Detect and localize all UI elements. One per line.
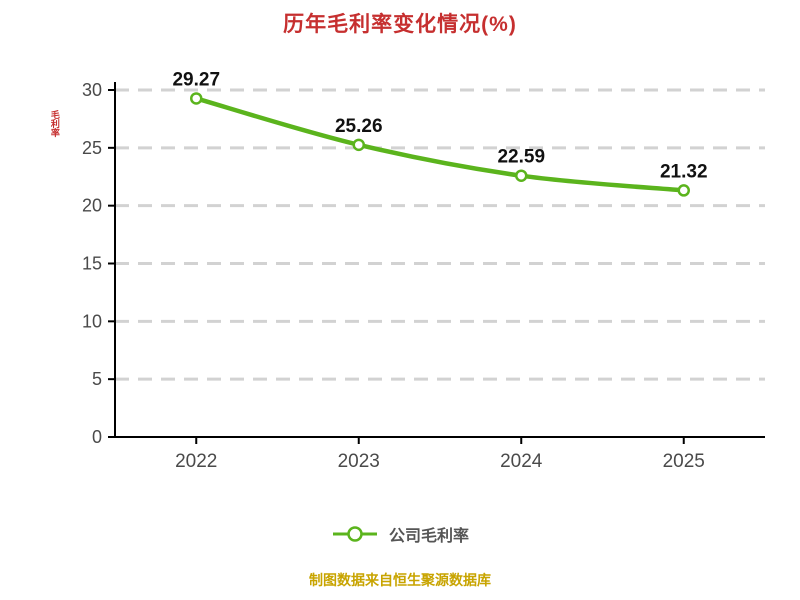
data-label: 25.26: [335, 116, 383, 137]
data-point: [677, 184, 690, 197]
data-source-note: 制图数据来自恒生聚源数据库: [309, 572, 491, 588]
data-label: 29.27: [172, 69, 220, 90]
data-label: 21.32: [660, 161, 708, 182]
y-tick-label: 5: [92, 369, 102, 389]
legend: 公司毛利率: [0, 522, 800, 546]
data-point: [515, 169, 528, 182]
y-tick-label: 25: [82, 138, 102, 158]
legend-line-marker-icon: [332, 526, 377, 542]
data-point: [352, 138, 365, 152]
x-tick-label: 2025: [663, 451, 705, 472]
data-point: [190, 92, 203, 105]
y-tick-label: 15: [82, 254, 102, 274]
y-tick-label: 20: [82, 196, 102, 216]
x-tick-label: 2023: [338, 451, 380, 472]
y-tick-label: 0: [92, 427, 102, 447]
y-tick-label: 10: [82, 311, 102, 331]
y-tick-label: 30: [82, 80, 102, 100]
legend-label: 公司毛利率: [388, 528, 469, 545]
y-axis-title: 毛利率: [49, 110, 60, 137]
data-label: 22.59: [497, 147, 545, 168]
x-tick-label: 2022: [175, 451, 217, 472]
x-tick-label: 2024: [500, 451, 543, 472]
chart-title: 历年毛利率变化情况(%): [283, 13, 517, 36]
series-line: [194, 96, 686, 193]
